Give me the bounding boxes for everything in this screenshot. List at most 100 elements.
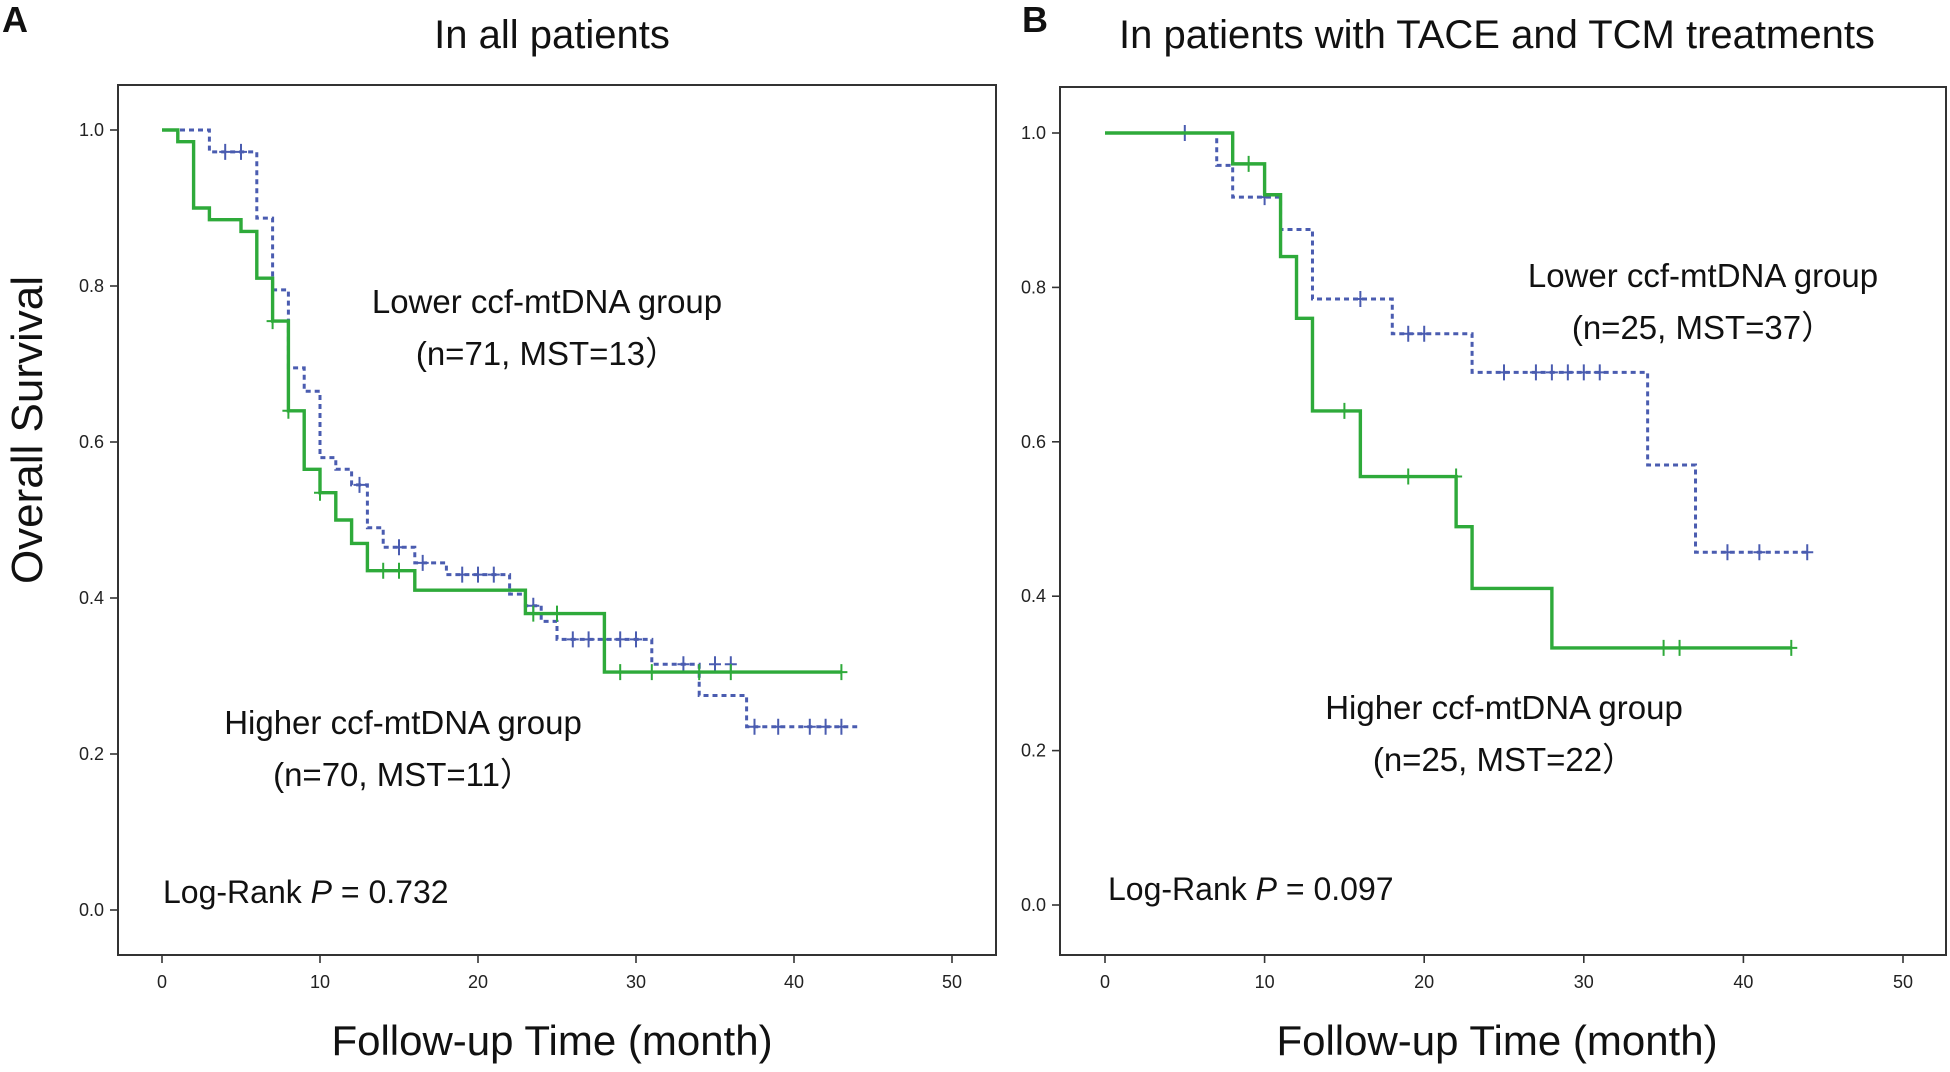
- panel-a-higher-group-stats: (n=70, MST=11）: [273, 756, 533, 793]
- panel-a-x-tick-label: 10: [310, 972, 330, 992]
- panel-a-lower-censor-mark: [393, 539, 405, 556]
- panel-a-y-tick-label: 0.0: [79, 900, 104, 920]
- panel-a-higher-censor-mark: [645, 664, 658, 681]
- panel-a-lower-censor-mark: [416, 554, 429, 571]
- panel-a-x-tick-label: 30: [626, 972, 646, 992]
- panel-a-higher-censor-mark: [693, 664, 706, 681]
- panel-b-x-tick-label: 40: [1733, 972, 1753, 992]
- panel-b-frame: [1059, 86, 1947, 956]
- panel-b-x-tick-label: 50: [1893, 972, 1913, 992]
- panel-b-x-tick-label: 10: [1255, 972, 1275, 992]
- panel-b-higher-censor-mark: [1338, 402, 1351, 419]
- panel-a-ticks: 0.0 0.2 0.4 0.6 0.8 1.0 0 10 20 30 40 50: [79, 120, 962, 992]
- panel-b-lower-censor-mark: [1561, 364, 1574, 381]
- panel-b: B In patients with TACE and TCM treatmen…: [1021, 0, 1947, 1064]
- panel-b-log-rank-prefix: Log-Rank: [1108, 871, 1256, 907]
- panel-b-lower-group-label: Lower ccf-mtDNA group: [1528, 257, 1878, 294]
- panel-a-log-rank-p: P: [311, 874, 333, 910]
- panel-b-higher-censor-mark: [1657, 639, 1670, 656]
- panel-a-lower-censor-mark: [219, 143, 232, 160]
- panel-b-x-tick-label: 20: [1414, 972, 1434, 992]
- panel-a-x-axis-label: Follow-up Time (month): [331, 1017, 772, 1064]
- panel-a-lower-censor-mark: [819, 718, 832, 735]
- panel-b-higher-survival-curve: [1105, 131, 1792, 650]
- panel-a-higher-censor-mark: [551, 605, 563, 622]
- panel-b-x-tick-label: 30: [1574, 972, 1594, 992]
- panel-b-x-axis-label: Follow-up Time (month): [1276, 1017, 1717, 1064]
- panel-a-lower-censor-mark: [566, 631, 579, 648]
- panel-b-higher-censor-mark: [1450, 468, 1463, 485]
- panel-a-higher-survival-curve: [162, 128, 842, 674]
- panel-b-y-tick-label: 0.6: [1021, 432, 1046, 452]
- panel-a-higher-censor-mark: [835, 664, 848, 681]
- panel-a-lower-censor-mark: [472, 566, 484, 583]
- panel-a-higher-censor-mark: [527, 605, 540, 622]
- panel-a-higher-censor-mark: [282, 402, 295, 419]
- panel-a-higher-group-label: Higher ccf-mtDNA group: [224, 704, 582, 741]
- panel-a-lower-censor-mark: [772, 718, 785, 735]
- panel-a-lower-censor-mark: [803, 718, 816, 735]
- panel-a-higher-censor-mark: [724, 664, 737, 681]
- panel-b-lower-censor-mark: [1354, 290, 1367, 307]
- panel-b-ticks: 0.0 0.2 0.4 0.6 0.8 1.0 0 10 20 30 40 50: [1021, 123, 1913, 992]
- panel-b-lower-censor-mark: [1721, 544, 1734, 561]
- panel-a-x-tick-label: 0: [157, 972, 167, 992]
- panel-b-lower-censor-mark: [1529, 364, 1542, 381]
- panel-b-lower-censor-mark: [1418, 325, 1431, 342]
- panel-a-higher-censor-mark: [393, 562, 405, 579]
- panel-b-log-rank-value: = 0.097: [1277, 871, 1394, 907]
- panel-a-log-rank-prefix: Log-Rank: [163, 874, 311, 910]
- panel-a-x-tick-label: 40: [784, 972, 804, 992]
- panel-a-lower-survival-curve: [162, 128, 858, 729]
- panel-a-lower-censor-mark: [709, 656, 721, 673]
- panel-a-lower-group-stats: (n=71, MST=13）: [416, 335, 678, 372]
- panel-b-log-rank: Log-Rank P = 0.097: [1108, 871, 1394, 907]
- panel-b-higher-censor-mark: [1402, 468, 1415, 485]
- panel-a-lower-censor-mark: [748, 718, 761, 735]
- y-axis-label: Overall Survival: [3, 276, 52, 584]
- panel-a-frame: [117, 84, 997, 956]
- panel-b-y-tick-label: 0.8: [1021, 277, 1046, 297]
- panel-b-y-tick-label: 0.0: [1021, 895, 1046, 915]
- panel-a-lower-censor-mark: [582, 631, 595, 648]
- panel-letter-a: A: [2, 0, 28, 40]
- panel-b-lower-censor-mark: [1593, 364, 1606, 381]
- panel-b-lower-censor-mark: [1801, 544, 1814, 561]
- panel-b-higher-censor-mark: [1242, 155, 1255, 172]
- panel-b-lower-censor-mark: [1402, 325, 1415, 342]
- panel-b-higher-group-label: Higher ccf-mtDNA group: [1325, 689, 1683, 726]
- panel-a-curves: [162, 128, 858, 735]
- panel-a-lower-censor-mark: [630, 631, 642, 648]
- panel-a-lower-censor-mark: [677, 656, 690, 673]
- panel-b-title: In patients with TACE and TCM treatments: [1119, 13, 1875, 57]
- panel-a-y-tick-label: 0.4: [79, 588, 104, 608]
- panel-a-log-rank: Log-Rank P = 0.732: [163, 874, 449, 910]
- panel-b-lower-censor-mark: [1545, 364, 1558, 381]
- panel-b-y-tick-label: 1.0: [1021, 123, 1046, 143]
- panel-a-higher-censor-mark: [614, 664, 627, 681]
- panel-b-higher-censor-mark: [1673, 639, 1686, 656]
- panel-b-lower-censor-mark: [1498, 364, 1510, 381]
- panel-a: A In all patients 0.0 0.2 0.4 0.6 0.8 1.0 0 10 2…: [2, 0, 997, 1064]
- panel-b-higher-censor-mark: [1785, 639, 1798, 656]
- panel-a-lower-censor-mark: [235, 143, 247, 160]
- panel-a-lower-censor-mark: [487, 566, 500, 583]
- panel-a-y-tick-label: 0.8: [79, 276, 104, 296]
- panel-a-higher-censor-mark: [314, 484, 326, 501]
- panel-a-lower-censor-mark: [353, 476, 366, 493]
- panel-b-log-rank-p: P: [1256, 871, 1278, 907]
- panel-b-x-tick-label: 0: [1100, 972, 1110, 992]
- panel-b-lower-censor-mark: [1753, 544, 1766, 561]
- panel-a-y-tick-label: 1.0: [79, 120, 104, 140]
- panel-a-log-rank-value: = 0.732: [332, 874, 449, 910]
- panel-a-y-tick-label: 0.2: [79, 744, 104, 764]
- panel-letter-b: B: [1022, 0, 1048, 40]
- panel-a-title: In all patients: [434, 13, 670, 57]
- panel-a-higher-censor-mark: [266, 313, 279, 330]
- panel-a-lower-censor-mark: [835, 718, 848, 735]
- panel-a-lower-group-label: Lower ccf-mtDNA group: [372, 283, 722, 320]
- panel-b-lower-group-stats: (n=25, MST=37）: [1572, 309, 1834, 346]
- panel-b-lower-censor-mark: [1577, 364, 1590, 381]
- panel-b-lower-survival-curve: [1105, 131, 1808, 554]
